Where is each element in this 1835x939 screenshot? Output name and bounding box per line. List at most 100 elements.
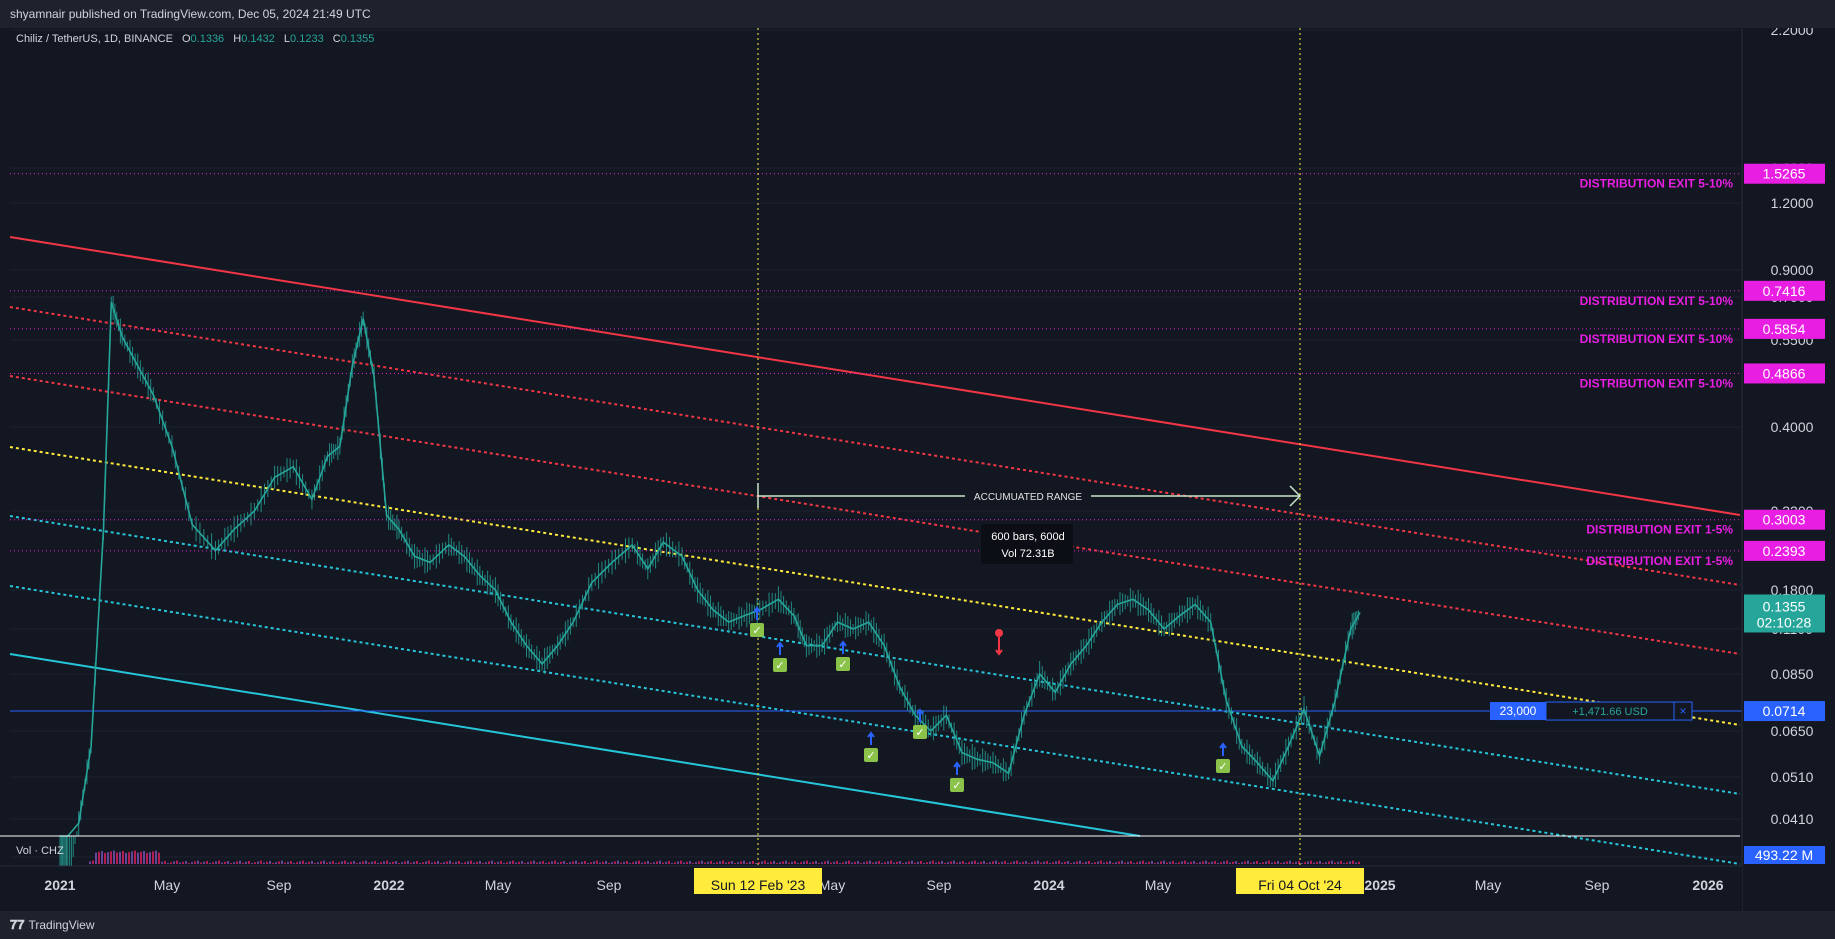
buy-marker[interactable] bbox=[773, 658, 787, 672]
time-axis[interactable] bbox=[0, 866, 1742, 911]
channel-mid-line[interactable] bbox=[9, 375, 1741, 655]
buy-marker[interactable] bbox=[750, 623, 764, 637]
date-marker-tag bbox=[1236, 868, 1364, 894]
time-axis-tick: 2024 bbox=[1033, 877, 1064, 893]
price-level-tag bbox=[1744, 163, 1825, 184]
distribution-level-label: DISTRIBUTION EXIT 1-5% bbox=[1586, 523, 1733, 537]
check-icon: ✓ bbox=[1218, 760, 1227, 773]
distribution-level-label: DISTRIBUTION EXIT 1-5% bbox=[1586, 554, 1733, 568]
footer-bar: 𝟕𝟕 TradingView bbox=[0, 911, 1835, 939]
time-axis-tick: 2026 bbox=[1692, 877, 1723, 893]
range-label-bg bbox=[965, 487, 1091, 505]
channel-upper-line[interactable] bbox=[9, 236, 1741, 516]
time-axis-tick: May bbox=[819, 877, 845, 893]
ohlc-legend: Chiliz / TetherUS, 1D, BINANCE O0.1336 H… bbox=[16, 33, 374, 45]
price-level-tag-value: 0.7416 bbox=[1763, 283, 1806, 299]
publish-info: shyamnair published on TradingView.com, … bbox=[10, 7, 371, 21]
time-axis-tick: Sep bbox=[267, 877, 292, 893]
range-info-box bbox=[981, 524, 1073, 564]
check-icon: ✓ bbox=[752, 624, 761, 637]
channel-upper-mid-line[interactable] bbox=[9, 306, 1741, 586]
price-level-tag-value: 1.5265 bbox=[1763, 166, 1806, 182]
check-icon: ✓ bbox=[866, 749, 875, 762]
close-icon[interactable]: × bbox=[1679, 704, 1686, 718]
close-key: C bbox=[332, 33, 341, 45]
price-axis-tick: 0.4000 bbox=[1771, 419, 1814, 435]
time-axis-tick: May bbox=[485, 877, 511, 893]
date-marker-tag bbox=[694, 868, 822, 894]
publish-header: shyamnair published on TradingView.com, … bbox=[0, 0, 1835, 28]
price-level-tag-value: 0.4866 bbox=[1763, 365, 1806, 381]
price-level-tag bbox=[1744, 540, 1825, 561]
arrow-down-icon bbox=[995, 637, 1003, 656]
range-vol-label: Vol 72.31B bbox=[1001, 548, 1054, 560]
sell-marker[interactable] bbox=[995, 629, 1003, 637]
footer-brand[interactable]: TradingView bbox=[28, 918, 95, 932]
price-level-tag bbox=[1744, 280, 1825, 301]
price-axis-tick: 0.1800 bbox=[1771, 582, 1814, 598]
price-level-tag-value: 0.2393 bbox=[1763, 543, 1806, 559]
position-qty[interactable]: 23,000 bbox=[1500, 704, 1537, 718]
range-arrow-icon bbox=[1289, 485, 1302, 507]
price-axis-tick: 0.0850 bbox=[1771, 666, 1814, 682]
check-icon: ✓ bbox=[838, 658, 847, 671]
price-axis-tick: 0.0410 bbox=[1771, 811, 1814, 827]
date-marker-value: Sun 12 Feb '23 bbox=[711, 877, 806, 893]
arrow-up-icon bbox=[953, 761, 961, 775]
position-price-tag-value: 0.0714 bbox=[1763, 703, 1806, 719]
position-price-tag bbox=[1744, 701, 1825, 722]
channel-center-line[interactable] bbox=[9, 446, 1741, 726]
buy-marker[interactable] bbox=[1216, 759, 1230, 773]
volume-pane-label[interactable]: Vol · CHZ bbox=[16, 845, 64, 857]
price-level-tag-value: 0.5854 bbox=[1763, 321, 1806, 337]
date-marker-value: Fri 04 Oct '24 bbox=[1258, 877, 1342, 893]
channel-lower-line2[interactable] bbox=[9, 585, 1741, 865]
time-axis-tick: May bbox=[154, 877, 180, 893]
open-key: O bbox=[181, 33, 191, 45]
buy-marker[interactable] bbox=[950, 778, 964, 792]
time-axis-tick: 2021 bbox=[44, 877, 75, 893]
time-axis-tick: Sep bbox=[1585, 877, 1610, 893]
price-level-tag bbox=[1744, 318, 1825, 339]
current-price-value: 0.1355 bbox=[1763, 598, 1806, 614]
time-axis-tick: 2025 bbox=[1364, 877, 1395, 893]
time-axis-tick: 2022 bbox=[373, 877, 404, 893]
check-icon: ✓ bbox=[915, 726, 924, 739]
open-value: 0.1336 bbox=[190, 33, 225, 45]
channel-lower-line[interactable] bbox=[9, 653, 1141, 837]
symbol-label[interactable]: Chiliz / TetherUS, 1D, BINANCE bbox=[16, 33, 173, 45]
arrow-up-icon bbox=[776, 641, 784, 655]
arrow-up-icon bbox=[867, 731, 875, 745]
low-key: L bbox=[283, 33, 291, 45]
price-axis-tick: 0.0510 bbox=[1771, 769, 1814, 785]
check-icon: ✓ bbox=[775, 659, 784, 672]
position-close-button[interactable] bbox=[1673, 701, 1693, 721]
distribution-level-label: DISTRIBUTION EXIT 5-10% bbox=[1580, 376, 1734, 390]
time-axis-tick: Sep bbox=[927, 877, 952, 893]
price-axis-tick: 2.2000 bbox=[1771, 28, 1814, 38]
distribution-level-label: DISTRIBUTION EXIT 5-10% bbox=[1580, 177, 1734, 191]
distribution-level-label: DISTRIBUTION EXIT 5-10% bbox=[1580, 332, 1734, 346]
tradingview-logo-icon[interactable]: 𝟕𝟕 bbox=[10, 917, 25, 932]
arrow-up-icon bbox=[1219, 742, 1227, 756]
buy-marker[interactable] bbox=[836, 657, 850, 671]
volume-value: 493.22 M bbox=[1755, 847, 1813, 863]
price-axis-tick: 1.2000 bbox=[1771, 195, 1814, 211]
bar-countdown: 02:10:28 bbox=[1757, 614, 1812, 630]
current-price-tag bbox=[1744, 594, 1825, 633]
time-axis-tick: May bbox=[1475, 877, 1501, 893]
range-label: ACCUMUATED RANGE bbox=[974, 492, 1082, 503]
price-axis-tick: 0.0650 bbox=[1771, 723, 1814, 739]
arrow-up-icon bbox=[916, 708, 924, 722]
buy-marker[interactable] bbox=[864, 748, 878, 762]
price-chart[interactable]: DISTRIBUTION EXIT 5-10% 1.5265 DISTRIBUTIO… bbox=[0, 28, 1835, 911]
buy-marker[interactable] bbox=[913, 725, 927, 739]
high-key: H bbox=[233, 33, 242, 45]
price-axis-tick: 0.9000 bbox=[1771, 262, 1814, 278]
position-qty-bg[interactable] bbox=[1490, 702, 1546, 721]
high-value: 0.1432 bbox=[241, 33, 275, 45]
position-pnl: +1,471.66 USD bbox=[1572, 706, 1648, 718]
channel-lower-mid-line[interactable] bbox=[9, 515, 1741, 795]
arrow-up-icon bbox=[753, 606, 761, 620]
distribution-level-label: DISTRIBUTION EXIT 5-10% bbox=[1580, 294, 1734, 308]
